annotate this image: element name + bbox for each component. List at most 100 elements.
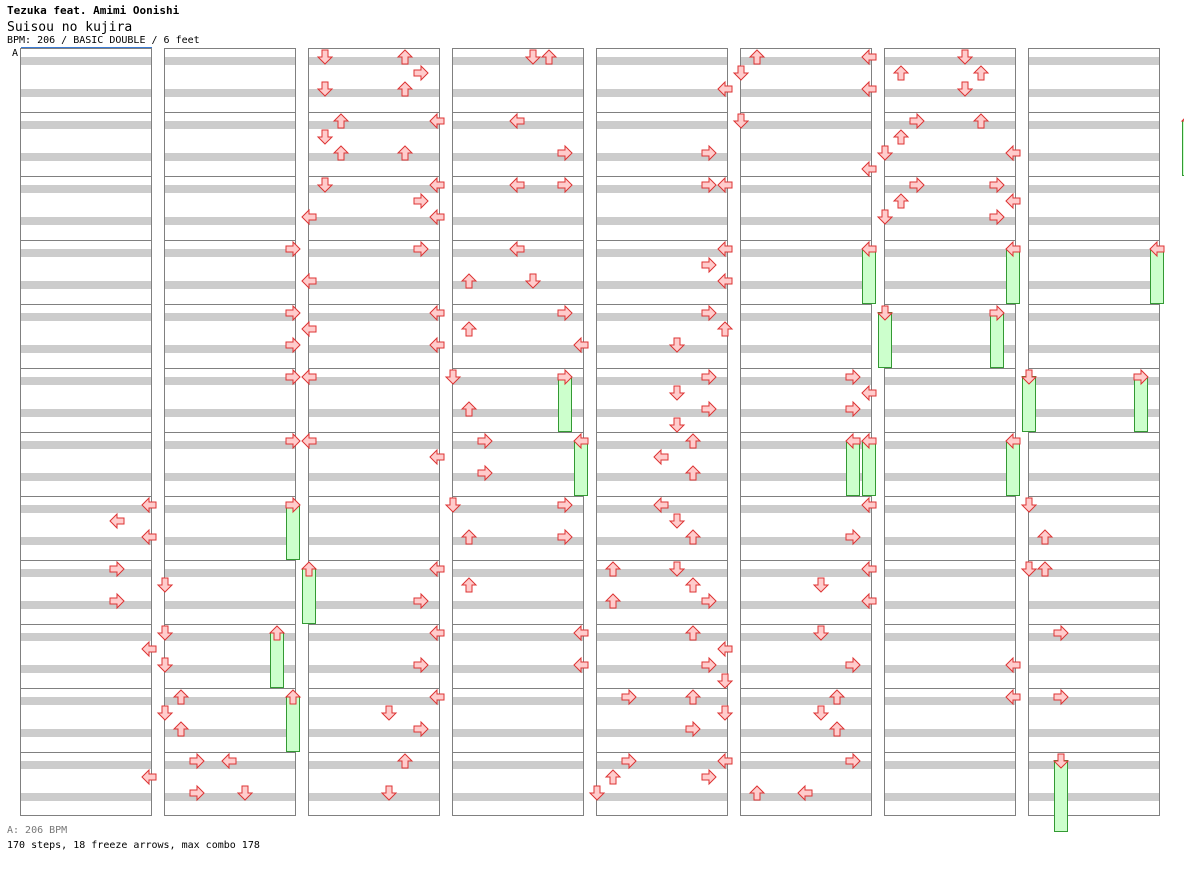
arrow-right-icon <box>701 368 717 386</box>
arrow-right-icon <box>557 368 573 386</box>
arrow-up-icon <box>892 193 910 209</box>
arrow-up-icon <box>460 529 478 545</box>
arrow-down-icon <box>316 81 334 97</box>
arrow-left-icon <box>509 240 525 258</box>
arrow-down-icon <box>668 337 686 353</box>
arrow-left-icon <box>861 560 877 578</box>
arrow-left-icon <box>429 688 445 706</box>
arrow-left-icon <box>141 640 157 658</box>
arrow-left-icon <box>1005 432 1021 450</box>
arrow-left-icon <box>429 208 445 226</box>
arrow-left-icon <box>301 208 317 226</box>
arrow-right-icon <box>557 496 573 514</box>
arrow-right-icon <box>1133 368 1149 386</box>
arrow-left-icon <box>1005 192 1021 210</box>
arrow-down-icon <box>956 49 974 65</box>
arrow-right-icon <box>685 720 701 738</box>
arrow-left-icon <box>301 432 317 450</box>
arrow-left-icon <box>1005 144 1021 162</box>
arrow-left-icon <box>141 528 157 546</box>
arrow-left-icon <box>429 176 445 194</box>
arrow-down-icon <box>812 577 830 593</box>
arrow-right-icon <box>285 368 301 386</box>
arrow-down-icon <box>668 385 686 401</box>
arrow-left-icon <box>301 368 317 386</box>
bpm-legend: A: 206 BPM <box>7 825 68 836</box>
arrow-left-icon <box>141 496 157 514</box>
arrow-right-icon <box>189 784 205 802</box>
arrow-up-icon <box>684 433 702 449</box>
arrow-left-icon <box>429 624 445 642</box>
arrow-left-icon <box>861 160 877 178</box>
arrow-right-icon <box>413 720 429 738</box>
arrow-down-icon <box>876 209 894 225</box>
arrow-left-icon <box>861 592 877 610</box>
arrow-left-icon <box>653 496 669 514</box>
arrow-down-icon <box>316 177 334 193</box>
arrow-left-icon <box>573 432 589 450</box>
arrow-right-icon <box>845 528 861 546</box>
song-artist: Tezuka feat. Amimi Oonishi <box>7 4 180 17</box>
arrow-right-icon <box>477 464 493 482</box>
arrow-left-icon <box>573 624 589 642</box>
arrow-down-icon <box>444 497 462 513</box>
arrow-right-icon <box>413 592 429 610</box>
chart-column-8 <box>1028 48 1160 816</box>
arrow-left-icon <box>861 432 877 450</box>
arrow-left-icon <box>109 512 125 530</box>
arrow-down-icon <box>1052 753 1070 769</box>
arrow-right-icon <box>621 688 637 706</box>
arrow-up-icon <box>396 49 414 65</box>
arrow-right-icon <box>701 592 717 610</box>
chart-column-3 <box>308 48 440 816</box>
freeze-arrow <box>1054 760 1068 832</box>
arrow-down-icon <box>732 113 750 129</box>
arrow-left-icon <box>717 752 733 770</box>
arrow-right-icon <box>845 400 861 418</box>
arrow-right-icon <box>413 192 429 210</box>
arrow-up-icon <box>172 689 190 705</box>
arrow-right-icon <box>701 144 717 162</box>
arrow-left-icon <box>1005 656 1021 674</box>
arrow-left-icon <box>861 496 877 514</box>
arrow-up-icon <box>300 561 318 577</box>
arrow-left-icon <box>429 560 445 578</box>
arrow-down-icon <box>668 417 686 433</box>
arrow-right-icon <box>989 304 1005 322</box>
arrow-up-icon <box>396 81 414 97</box>
chart-column-5 <box>596 48 728 816</box>
arrow-right-icon <box>701 400 717 418</box>
arrow-right-icon <box>557 176 573 194</box>
arrow-left-icon <box>861 240 877 258</box>
arrow-down-icon <box>156 625 174 641</box>
arrow-down-icon <box>524 273 542 289</box>
chart-column-7 <box>884 48 1016 816</box>
arrow-down-icon <box>876 305 894 321</box>
arrow-right-icon <box>413 656 429 674</box>
arrow-down-icon <box>812 625 830 641</box>
arrow-down-icon <box>444 369 462 385</box>
arrow-down-icon <box>236 785 254 801</box>
arrow-right-icon <box>557 304 573 322</box>
arrow-left-icon <box>509 112 525 130</box>
arrow-right-icon <box>701 176 717 194</box>
arrow-right-icon <box>557 528 573 546</box>
arrow-up-icon <box>604 561 622 577</box>
arrow-up-icon <box>1036 529 1054 545</box>
chart-stats: 170 steps, 18 freeze arrows, max combo 1… <box>7 840 260 851</box>
arrow-down-icon <box>812 705 830 721</box>
arrow-right-icon <box>413 240 429 258</box>
arrow-up-icon <box>396 145 414 161</box>
arrow-down-icon <box>668 561 686 577</box>
chart-info: BPM: 206 / BASIC DOUBLE / 6 feet <box>7 35 200 46</box>
arrow-up-icon <box>396 753 414 769</box>
arrow-up-icon <box>540 49 558 65</box>
arrow-down-icon <box>1020 369 1038 385</box>
arrow-up-icon <box>332 113 350 129</box>
arrow-left-icon <box>717 80 733 98</box>
arrow-up-icon <box>748 785 766 801</box>
arrow-up-icon <box>332 145 350 161</box>
arrow-left-icon <box>141 768 157 786</box>
arrow-right-icon <box>1053 624 1069 642</box>
arrow-right-icon <box>109 560 125 578</box>
